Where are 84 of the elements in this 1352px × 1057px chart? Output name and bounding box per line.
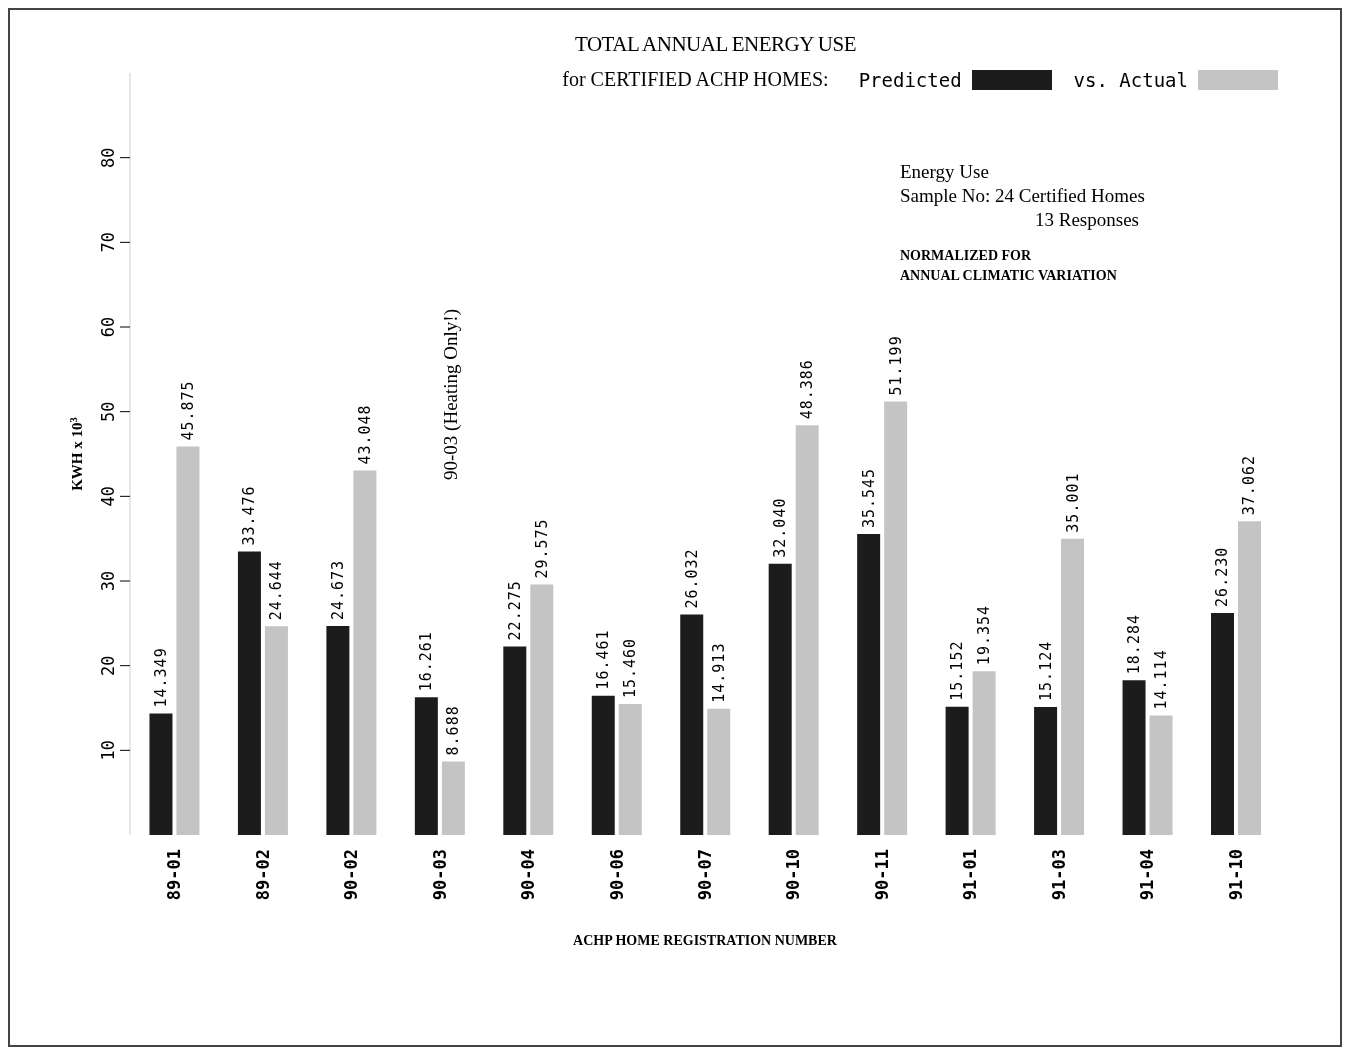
data-label: 43.048 <box>355 404 374 465</box>
bar <box>326 626 350 835</box>
data-label: 32.040 <box>771 497 790 558</box>
x-tick-label: 89-02 <box>252 849 273 901</box>
x-tick-label: 90-04 <box>518 849 539 901</box>
bar <box>591 695 615 835</box>
bar <box>1149 715 1173 835</box>
bar <box>176 446 200 835</box>
data-label: 45.875 <box>178 380 197 441</box>
chart-title: TOTAL ANNUAL ENERGY USE <box>575 32 856 57</box>
bar <box>1238 521 1261 835</box>
data-label: 35.545 <box>859 467 878 529</box>
data-label: 26.032 <box>682 548 701 609</box>
bar <box>530 584 554 835</box>
bar <box>1061 538 1085 835</box>
chart-subtitle: for CERTIFIED ACHP HOMES: <box>562 68 829 91</box>
x-axis-title: ACHP HOME REGISTRATION NUMBER <box>573 933 838 948</box>
annotation: NORMALIZED FOR <box>900 247 1033 265</box>
x-tick-label: 90-02 <box>341 849 362 901</box>
annotation: Sample No: 24 Certified Homes <box>900 184 1145 208</box>
data-label: 14.913 <box>709 642 728 703</box>
data-label: 14.349 <box>151 647 170 708</box>
bar <box>884 401 908 835</box>
data-label: 16.461 <box>594 629 613 690</box>
data-label: 15.124 <box>1036 640 1055 701</box>
data-label: 24.644 <box>267 560 286 621</box>
annotation: 13 Responses <box>1035 208 1140 232</box>
bar <box>441 761 465 835</box>
legend-label: vs. Actual <box>1073 68 1188 91</box>
bar <box>680 614 704 835</box>
x-tick-label: 91-03 <box>1048 849 1069 901</box>
bar <box>1034 706 1058 835</box>
bar <box>503 646 527 835</box>
data-label: 15.152 <box>948 640 967 701</box>
data-label: 14.114 <box>1152 649 1171 710</box>
bar <box>972 671 996 835</box>
y-tick-label: 20 <box>98 655 118 676</box>
x-tick-label: 90-11 <box>871 849 892 901</box>
data-label: 15.460 <box>621 637 640 699</box>
data-label: 18.284 <box>1125 614 1144 675</box>
annotation: 90-03 (Heating Only!) <box>440 308 462 480</box>
data-label: 48.386 <box>798 359 817 420</box>
bar <box>149 713 173 835</box>
data-label: 33.476 <box>240 485 259 546</box>
x-tick-label: 90-03 <box>429 849 450 901</box>
y-tick-label: 50 <box>98 401 118 422</box>
annotation: ANNUAL CLIMATIC VARIATION <box>900 267 1118 285</box>
bar <box>237 551 261 835</box>
x-tick-label: 90-10 <box>783 849 804 901</box>
x-tick-label: 89-01 <box>164 849 185 901</box>
x-tick-label: 91-10 <box>1225 849 1246 901</box>
y-tick-label: 60 <box>98 316 118 338</box>
bar <box>857 534 881 835</box>
data-label: 19.354 <box>975 604 994 666</box>
y-tick-label: 10 <box>98 740 118 761</box>
bar <box>707 708 731 835</box>
data-label: 8.688 <box>444 705 463 756</box>
y-tick-label: 40 <box>98 486 118 507</box>
x-tick-label: 91-04 <box>1137 849 1158 901</box>
bar <box>768 563 792 835</box>
legend-label: Predicted <box>858 68 962 91</box>
bar <box>414 697 438 835</box>
annotation: Energy Use <box>900 160 990 184</box>
y-tick-label: 30 <box>98 570 118 592</box>
data-label: 16.261 <box>417 631 436 692</box>
y-tick-label: 70 <box>98 232 118 253</box>
y-tick-label: 80 <box>98 147 118 168</box>
bar <box>618 704 642 835</box>
data-label: 37.062 <box>1240 455 1259 516</box>
bar <box>1211 612 1234 835</box>
x-tick-label: 90-06 <box>606 849 627 901</box>
x-tick-label: 90-07 <box>695 849 715 901</box>
bar <box>353 470 377 835</box>
bar <box>1122 680 1146 835</box>
bar <box>264 626 288 835</box>
bar <box>795 425 819 835</box>
data-label: 24.673 <box>328 559 347 621</box>
data-label: 22.275 <box>505 580 524 641</box>
data-label: 29.575 <box>532 518 551 579</box>
data-label: 51.199 <box>886 335 905 396</box>
bar <box>945 706 969 835</box>
data-label: 35.001 <box>1063 472 1082 533</box>
x-tick-label: 91-01 <box>960 849 981 901</box>
data-label: 26.230 <box>1213 546 1232 607</box>
